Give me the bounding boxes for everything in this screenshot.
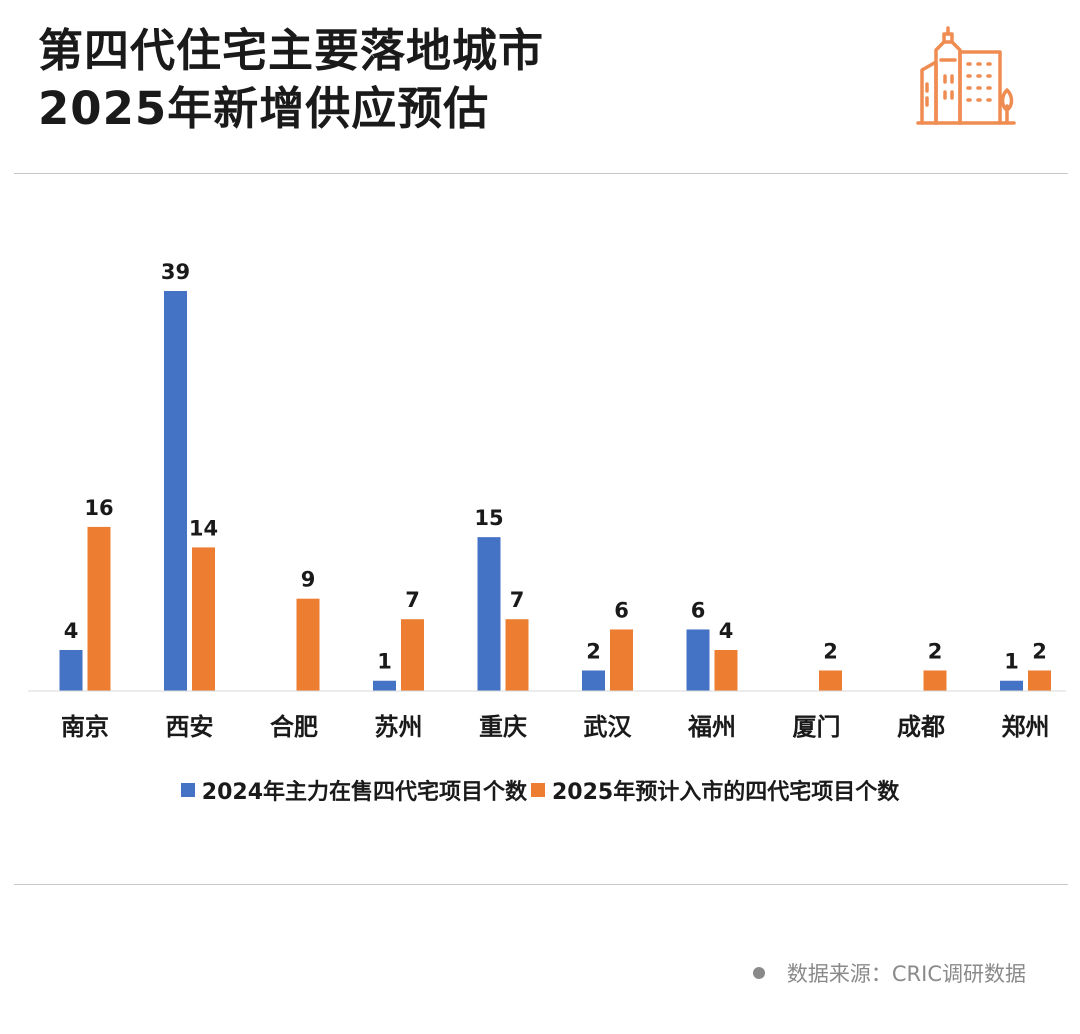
title-line-1: 第四代住宅主要落地城市 [38, 24, 545, 77]
bar-2025-1 [192, 547, 215, 691]
data-label-2025-4: 7 [510, 588, 525, 612]
category-label-1: 西安 [166, 713, 214, 741]
bar-2025-5 [610, 629, 633, 691]
data-label-2025-7: 2 [823, 639, 838, 663]
category-label-2: 合肥 [270, 713, 318, 741]
bar-2024-5 [582, 670, 605, 691]
bar-2025-8 [923, 670, 947, 691]
data-label-2024-0: 4 [64, 619, 79, 643]
bullet-dot-icon [752, 967, 765, 979]
category-label-8: 成都 [897, 713, 945, 741]
bar-2025-6 [714, 649, 738, 691]
bar-2024-0 [59, 649, 83, 691]
legend-swatch-2024 [180, 783, 195, 797]
bottom-divider [14, 884, 1068, 885]
data-label-2024-3: 1 [377, 650, 392, 674]
legend-swatch-2025 [531, 783, 545, 797]
data-label-2025-6: 4 [719, 619, 734, 643]
bar-2025-0 [87, 526, 111, 691]
bar-2025-9 [1028, 670, 1051, 691]
data-label-2024-5: 2 [586, 639, 601, 663]
bar-2024-9 [1000, 680, 1023, 691]
legend-label-2025: 2025年预计入市的四代宅项目个数 [552, 780, 900, 805]
data-source-text: 数据来源：CRIC调研数据 [786, 962, 1026, 986]
category-label-0: 南京 [61, 713, 109, 741]
category-label-6: 福州 [687, 713, 736, 741]
chart-legend: 2024年主力在售四代宅项目个数 2025年预计入市的四代宅项目个数 [0, 774, 1080, 806]
bar-2024-4 [477, 537, 501, 691]
data-label-2025-9: 2 [1032, 639, 1047, 663]
chart-title: 第四代住宅主要落地城市 2025年新增供应预估 [38, 22, 544, 138]
city-buildings-icon [916, 26, 1016, 125]
legend-label-2024: 2024年主力在售四代宅项目个数 [201, 780, 527, 805]
data-source-note: 数据来源：CRIC调研数据 [752, 958, 1026, 988]
bar-2024-3 [373, 680, 396, 691]
data-label-2025-5: 6 [614, 598, 629, 622]
bar-2025-4 [505, 619, 529, 691]
data-label-2024-1: 39 [161, 260, 190, 284]
category-label-3: 苏州 [375, 713, 423, 741]
data-label-2025-3: 7 [405, 588, 420, 612]
data-label-2025-1: 14 [189, 516, 218, 540]
bar-2025-2 [296, 598, 320, 691]
category-label-9: 郑州 [1002, 713, 1050, 741]
data-label-2025-8: 2 [928, 639, 943, 663]
data-label-2024-9: 1 [1004, 650, 1019, 674]
category-label-5: 武汉 [584, 713, 633, 741]
data-label-2025-0: 16 [84, 496, 113, 520]
data-label-2025-2: 9 [301, 568, 316, 592]
category-label-4: 重庆 [479, 713, 527, 741]
bar-2025-3 [401, 619, 424, 691]
data-label-2024-6: 6 [691, 598, 706, 622]
category-label-7: 厦门 [793, 713, 841, 741]
legend-item-2025: 2025年预计入市的四代宅项目个数 [531, 774, 899, 806]
top-divider [14, 173, 1068, 174]
data-label-2024-4: 15 [474, 506, 503, 530]
title-line-2: 2025年新增供应预估 [38, 82, 490, 135]
legend-item-2024: 2024年主力在售四代宅项目个数 [180, 774, 527, 806]
bar-2024-6 [686, 629, 710, 691]
bar-2025-7 [819, 670, 842, 691]
bar-2024-1 [164, 291, 187, 691]
